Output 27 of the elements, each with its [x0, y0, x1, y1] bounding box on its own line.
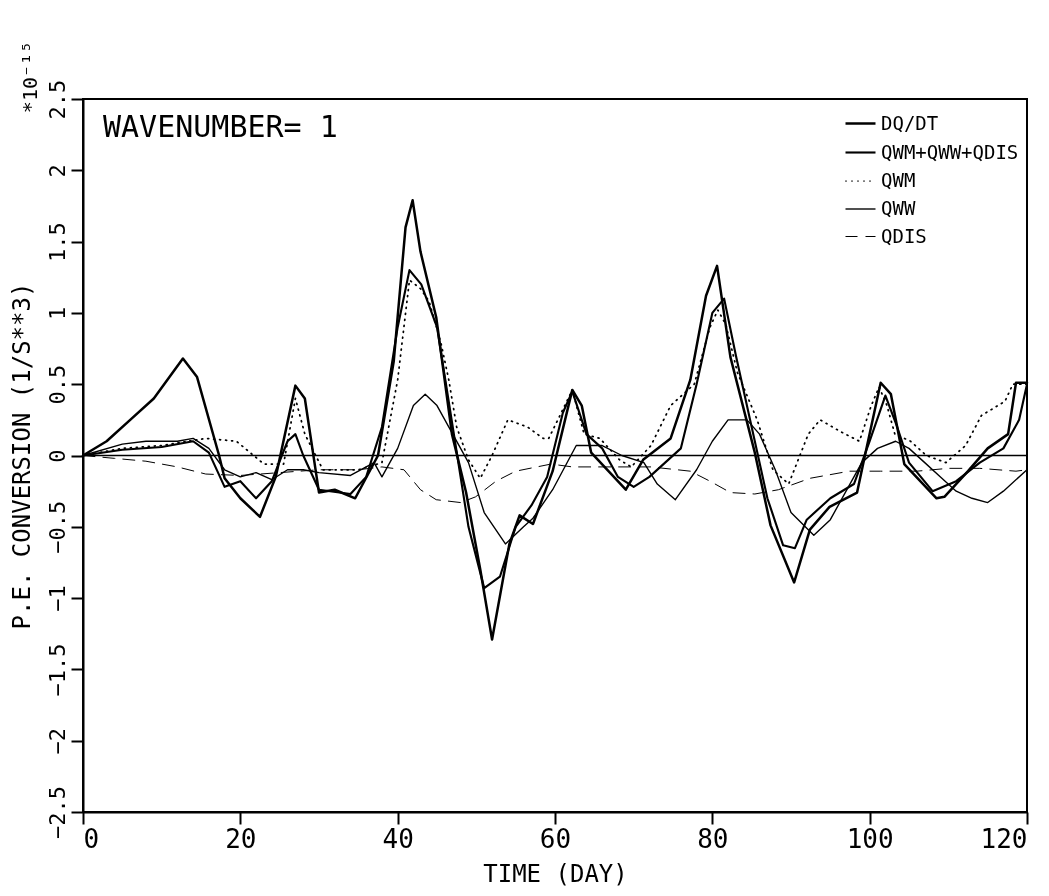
x-tick-label: 40 [382, 823, 414, 854]
annotation: WAVENUMBER= 1 [103, 109, 338, 144]
y-tick-label: −0.5 [44, 500, 70, 554]
x-tick-label: 100 [846, 823, 894, 854]
y-tick-label: −2 [44, 727, 70, 755]
legend-label: QWW [881, 197, 916, 219]
y-tick-label: 2.5 [44, 79, 70, 120]
y-tick-label: 1.5 [44, 222, 70, 262]
x-tick-label: 80 [697, 823, 729, 854]
x-tick-label: 120 [980, 823, 1028, 854]
x-axis-title: TIME (DAY) [483, 859, 628, 888]
legend-label: QDIS [881, 224, 927, 247]
y-axis-title: P.E. CONVERSION (1/S**3) [7, 282, 36, 630]
x-tick-label: 0 [83, 823, 100, 854]
y-tick-label: 0.5 [44, 364, 70, 405]
y-tick-label: −1.5 [44, 643, 70, 697]
y-tick-label: −1 [44, 585, 70, 612]
text: *10⁻¹⁵ [18, 40, 42, 114]
x-tick-label: 20 [225, 823, 257, 854]
y-tick-label: 0 [44, 449, 70, 463]
legend-label: QWM+QWW+QDIS [881, 140, 1019, 163]
y-tick-label: 2 [44, 164, 70, 178]
y-tick-label: −2.5 [44, 786, 70, 839]
legend-label: DQ/DT [881, 111, 939, 134]
y-tick-label: 1 [44, 306, 70, 321]
legend-label: QWM [881, 169, 916, 191]
x-tick-label: 60 [539, 823, 572, 854]
